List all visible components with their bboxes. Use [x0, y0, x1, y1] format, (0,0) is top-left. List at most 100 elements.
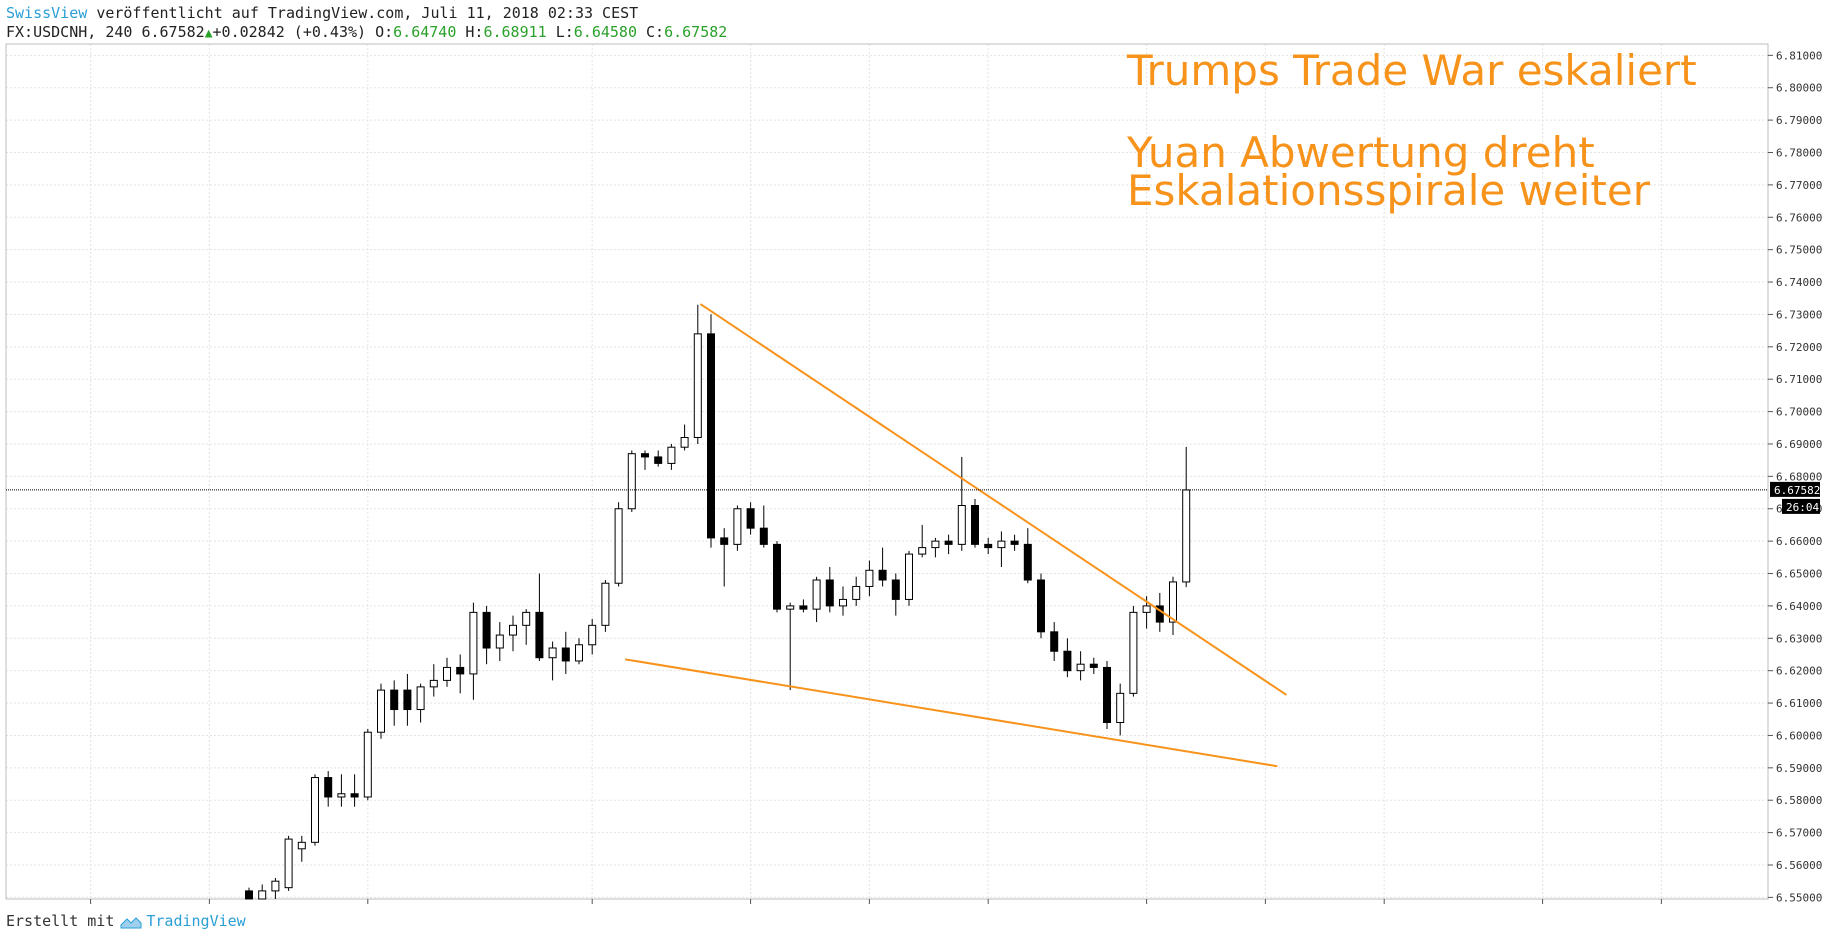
time-axis[interactable]: 15:00 25 27 Jul 4 15:00 9 11 15:00 16 18 15:00	[74, 899, 1678, 908]
candle	[284, 835, 293, 891]
candle	[535, 573, 544, 661]
y-tick-label: 6.58000	[1776, 794, 1822, 807]
low-value: 6.64580	[573, 23, 637, 41]
publisher-name[interactable]: SwissView	[6, 4, 88, 22]
candle-body	[667, 446, 676, 464]
candle-body	[627, 453, 636, 510]
countdown-tag-bg	[1782, 498, 1820, 514]
candle	[944, 534, 953, 555]
y-tick-label: 6.76000	[1776, 211, 1822, 224]
candle-body	[429, 679, 438, 688]
y-tick-label: 6.79000	[1776, 114, 1822, 127]
x-tick-label: 25	[203, 906, 216, 908]
price-chart[interactable]: 6.81000 6.80000 6.79000 6.78000 6.77000 6.760…	[0, 42, 1828, 908]
candle	[786, 602, 795, 691]
candle	[245, 887, 253, 900]
y-tick-label: 6.66000	[1776, 535, 1822, 548]
candle	[271, 877, 280, 899]
footer-tradingview-link[interactable]: TradingView	[146, 912, 246, 930]
high-value: 6.68911	[483, 23, 547, 41]
candle-body	[271, 880, 280, 892]
tradingview-logo-icon	[120, 916, 142, 928]
candle	[548, 641, 557, 681]
candle	[1129, 605, 1138, 697]
current-price-tag-bg	[1770, 481, 1820, 497]
candle-body	[390, 689, 399, 711]
candle-body	[1089, 663, 1098, 668]
candle-body	[812, 579, 821, 610]
candle-body	[284, 838, 293, 889]
y-tick-label: 6.69000	[1776, 438, 1822, 451]
trendlines[interactable]	[625, 303, 1288, 768]
candle	[1103, 660, 1111, 729]
candle-body	[733, 508, 742, 545]
candle-body	[245, 890, 253, 900]
candle	[654, 450, 663, 467]
candle	[984, 537, 993, 555]
candle	[1169, 576, 1177, 636]
price-axis[interactable]: 6.81000 6.80000 6.79000 6.78000 6.77000 6.760…	[1768, 49, 1822, 904]
candle-body	[707, 333, 715, 539]
candle-body	[944, 540, 953, 545]
x-tick-label: 9	[985, 906, 992, 908]
footer: Erstellt mit TradingView	[6, 912, 246, 930]
candle-body	[891, 579, 900, 600]
candle	[1023, 528, 1032, 584]
candle-body	[1103, 666, 1111, 723]
y-tick-label: 6.81000	[1776, 49, 1822, 62]
candle-body	[337, 793, 346, 798]
candle	[350, 774, 359, 807]
candle-body	[1063, 650, 1072, 672]
y-tick-label: 6.78000	[1776, 146, 1822, 159]
y-tick-label: 6.57000	[1776, 827, 1822, 840]
grid	[6, 44, 1768, 899]
candle-body	[311, 777, 319, 843]
candle-body	[786, 605, 795, 610]
candle-body	[1169, 581, 1177, 623]
candle-body	[495, 634, 504, 649]
candle	[522, 609, 531, 645]
candle	[918, 524, 927, 558]
current-price-tag: 6.67582	[1774, 484, 1820, 497]
candle	[812, 576, 821, 623]
candle	[720, 528, 729, 587]
candle-body	[377, 689, 385, 733]
x-tick-label: 15:00	[1645, 906, 1678, 908]
candle-body	[509, 624, 517, 636]
candle	[852, 576, 861, 606]
x-tick-label: 15:00	[74, 906, 107, 908]
candle	[1155, 592, 1164, 632]
candle-body	[1129, 611, 1138, 694]
candle-body	[865, 569, 874, 587]
candle	[324, 771, 333, 807]
candle-body	[1010, 540, 1019, 545]
candle	[297, 835, 306, 862]
y-tick-label: 6.63000	[1776, 632, 1822, 645]
candle-body	[443, 666, 451, 681]
y-tick-label: 6.72000	[1776, 341, 1822, 354]
candle	[456, 654, 465, 694]
candle	[746, 502, 755, 535]
candle	[377, 683, 385, 739]
candle	[891, 573, 900, 616]
high-label: H:	[465, 23, 484, 41]
y-tick-label: 6.70000	[1776, 406, 1822, 419]
y-tick-label: 6.55000	[1776, 891, 1822, 904]
candle-body	[548, 647, 557, 659]
y-tick-label: 6.59000	[1776, 762, 1822, 775]
y-tick-label: 6.74000	[1776, 276, 1822, 289]
candle-body	[825, 579, 834, 607]
candle	[311, 774, 319, 846]
candle	[1050, 622, 1059, 661]
y-tick-label: 6.80000	[1776, 82, 1822, 95]
candle	[1116, 683, 1125, 736]
candle	[957, 456, 966, 551]
candle-body	[931, 540, 940, 549]
candle	[429, 664, 438, 697]
up-triangle-icon: ▲	[204, 26, 213, 41]
candle-body	[1023, 543, 1032, 581]
candle	[680, 424, 689, 451]
candle	[1182, 446, 1191, 588]
candle-body	[588, 624, 597, 646]
candle	[469, 602, 478, 700]
